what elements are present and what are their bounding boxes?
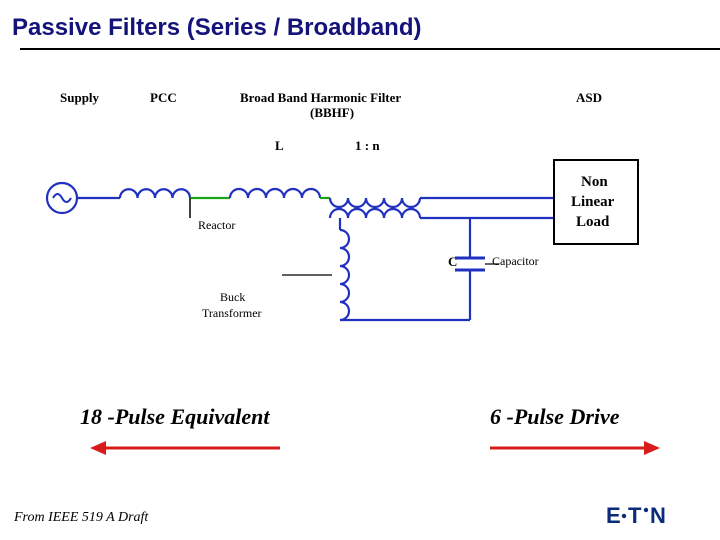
footer-source: From IEEE 519 A Draft xyxy=(14,510,148,526)
title-divider xyxy=(20,48,720,50)
svg-text:T: T xyxy=(628,504,642,528)
svg-text:N: N xyxy=(650,504,667,528)
svg-text:E: E xyxy=(606,504,622,528)
caption-18-pulse: 18 -Pulse Equivalent xyxy=(80,404,269,430)
circuit-diagram: Supply PCC Broad Band Harmonic Filter (B… xyxy=(20,90,700,370)
circuit-svg xyxy=(20,90,700,370)
eaton-logo: E T N xyxy=(606,504,696,528)
arrow-left xyxy=(90,438,280,463)
page-title: Passive Filters (Series / Broadband) xyxy=(12,14,422,42)
caption-6-pulse: 6 -Pulse Drive xyxy=(490,404,620,430)
arrow-right xyxy=(490,438,660,463)
